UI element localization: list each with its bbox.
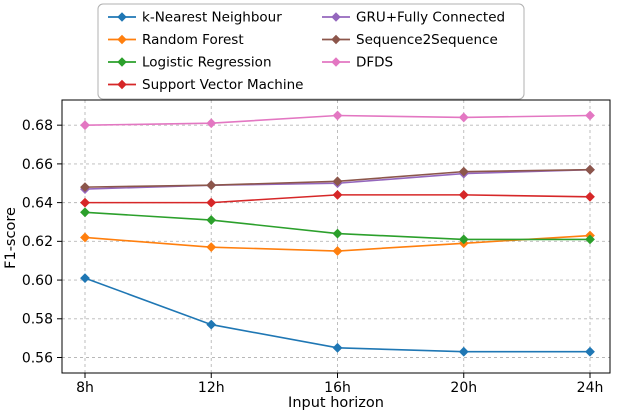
diamond-marker bbox=[332, 342, 343, 353]
diamond-marker bbox=[206, 215, 217, 225]
x-tick-label: 12h bbox=[198, 380, 225, 396]
series-sequence2sequence bbox=[80, 164, 595, 193]
legend-diamond-marker bbox=[117, 57, 127, 67]
diamond-marker bbox=[458, 112, 469, 123]
diamond-marker bbox=[206, 118, 217, 129]
legend-label: k-Nearest Neighbour bbox=[142, 10, 282, 26]
diamond-marker bbox=[206, 180, 217, 191]
series-dfds bbox=[80, 110, 595, 131]
diamond-marker bbox=[332, 176, 343, 187]
diamond-marker bbox=[458, 346, 469, 357]
legend-item: Logistic Regression bbox=[108, 55, 272, 71]
legend: k-Nearest Neighbour Random Forest Logistic… bbox=[97, 3, 525, 100]
y-tick-label: 0.58 bbox=[22, 312, 53, 328]
series-support-vector-machine bbox=[80, 189, 595, 208]
grid-lines bbox=[62, 100, 610, 373]
y-axis-label: F1-score bbox=[3, 207, 19, 269]
legend-diamond-marker bbox=[117, 79, 127, 90]
diamond-marker bbox=[458, 234, 469, 245]
y-tick-label: 0.56 bbox=[22, 350, 53, 366]
diamond-marker bbox=[206, 197, 217, 208]
x-tick-label: 16h bbox=[324, 380, 351, 396]
diamond-marker bbox=[585, 164, 595, 175]
legend-item: GRU+Fully Connected bbox=[322, 10, 505, 26]
y-tick-label: 0.60 bbox=[22, 273, 53, 289]
data-series bbox=[80, 110, 595, 357]
y-tick-label: 0.62 bbox=[22, 234, 53, 250]
legend-diamond-marker bbox=[117, 34, 127, 45]
diamond-marker bbox=[585, 191, 595, 202]
x-tick-label: 20h bbox=[450, 380, 477, 396]
x-tick-label: 24h bbox=[577, 380, 604, 396]
legend-item: DFDS bbox=[322, 55, 393, 71]
diamond-marker bbox=[206, 319, 217, 330]
diamond-marker bbox=[80, 207, 90, 218]
series-k-nearest-neighbour bbox=[80, 273, 595, 357]
legend-box bbox=[97, 3, 525, 100]
plot-frame bbox=[61, 99, 611, 374]
legend-item: Support Vector Machine bbox=[108, 77, 303, 93]
y-tick-label: 0.66 bbox=[22, 157, 53, 173]
diamond-marker bbox=[80, 232, 90, 243]
diamond-marker bbox=[458, 189, 469, 200]
legend-label: Sequence2Sequence bbox=[356, 32, 498, 48]
legend-diamond-marker bbox=[331, 34, 341, 45]
legend-label: Support Vector Machine bbox=[142, 77, 303, 93]
diamond-marker bbox=[458, 166, 469, 177]
diamond-marker bbox=[80, 197, 90, 208]
axes: 0.56 0.58 0.60 0.62 0.64 0.66 0.68 8h 12h 16h 20h 2… bbox=[22, 99, 611, 396]
diamond-marker bbox=[332, 246, 343, 256]
legend-label: Logistic Regression bbox=[142, 55, 272, 71]
y-tick-label: 0.68 bbox=[22, 118, 53, 134]
y-tick-label: 0.64 bbox=[22, 196, 53, 212]
diamond-marker bbox=[80, 182, 90, 193]
diamond-marker bbox=[585, 110, 595, 121]
diamond-marker bbox=[332, 110, 343, 121]
legend-item: Random Forest bbox=[108, 32, 244, 48]
diamond-marker bbox=[206, 242, 217, 253]
x-axis-label: Input horizon bbox=[288, 395, 384, 411]
legend-label: DFDS bbox=[356, 55, 393, 71]
legend-label: Random Forest bbox=[142, 32, 244, 48]
diamond-marker bbox=[80, 120, 90, 131]
diamond-marker bbox=[332, 228, 343, 239]
diamond-marker bbox=[585, 346, 595, 357]
diamond-marker bbox=[80, 273, 90, 284]
legend-item: k-Nearest Neighbour bbox=[108, 10, 282, 26]
legend-diamond-marker bbox=[331, 57, 341, 67]
diamond-marker bbox=[585, 234, 595, 245]
legend-diamond-marker bbox=[117, 12, 127, 22]
x-tick-label: 8h bbox=[76, 380, 94, 396]
series-logistic-regression bbox=[80, 207, 595, 245]
legend-diamond-marker bbox=[331, 12, 341, 22]
legend-item: Sequence2Sequence bbox=[322, 32, 498, 48]
diamond-marker bbox=[332, 189, 343, 200]
legend-label: GRU+Fully Connected bbox=[356, 10, 505, 26]
